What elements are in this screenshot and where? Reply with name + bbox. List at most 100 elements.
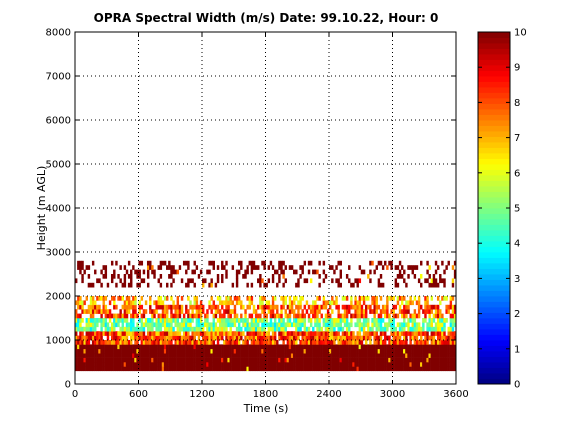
heatmap-cell — [250, 282, 254, 288]
heatmap-cell — [373, 362, 376, 367]
heatmap-cell — [432, 313, 436, 319]
heatmap-cell — [237, 300, 241, 306]
heatmap-cell — [303, 278, 307, 284]
heatmap-cell — [94, 362, 97, 367]
heatmap-cell — [341, 357, 345, 363]
heatmap-cell — [439, 326, 442, 332]
heatmap-cell — [415, 353, 419, 358]
heatmap-cell — [119, 357, 122, 363]
heatmap-cell — [79, 357, 82, 363]
heatmap-cell — [75, 278, 78, 284]
heatmap-cell — [176, 304, 180, 310]
heatmap-cell — [185, 335, 188, 341]
heatmap-cell — [386, 300, 389, 306]
heatmap-cell — [98, 331, 101, 336]
heatmap-cell — [163, 366, 167, 372]
heatmap-cell — [210, 296, 213, 301]
heatmap-cell — [369, 340, 372, 345]
heatmap-cell — [331, 353, 334, 358]
colorbar-strip — [478, 323, 510, 330]
heatmap-cell — [343, 335, 347, 341]
heatmap-cell — [269, 313, 273, 319]
heatmap-cell — [172, 331, 175, 336]
heatmap-cell — [259, 274, 262, 279]
heatmap-cell — [413, 357, 417, 363]
heatmap-cell — [161, 309, 165, 314]
heatmap-cell — [312, 340, 315, 345]
heatmap-cell — [229, 300, 232, 306]
heatmap-cell — [146, 331, 150, 336]
heatmap-cell — [223, 366, 226, 372]
heatmap-cell — [352, 366, 355, 372]
heatmap-cell — [134, 335, 137, 341]
heatmap-cell — [265, 282, 268, 288]
heatmap-cell — [229, 309, 232, 314]
heatmap-cell — [400, 357, 404, 363]
heatmap-cell — [358, 313, 362, 319]
heatmap-cell — [91, 313, 95, 319]
heatmap-cell — [146, 340, 150, 345]
heatmap-cell — [345, 344, 349, 350]
heatmap-cell — [96, 331, 99, 336]
heatmap-cell — [94, 366, 97, 372]
heatmap-cell — [436, 344, 440, 350]
heatmap-cell — [85, 331, 88, 336]
heatmap-cell — [288, 318, 292, 323]
heatmap-cell — [151, 366, 154, 372]
plot-area: 0 600 1200 1800 2400 3000 3600 010002000300040… — [46, 28, 469, 401]
heatmap-cell — [229, 313, 232, 319]
heatmap-cell — [191, 313, 194, 319]
heatmap-cell — [138, 309, 141, 314]
heatmap-cell — [155, 331, 158, 336]
heatmap-cell — [293, 313, 296, 319]
heatmap-cell — [343, 366, 347, 372]
heatmap-cell — [96, 278, 99, 284]
heatmap-cell — [273, 353, 277, 358]
heatmap-cell — [303, 362, 307, 367]
colorbar-strip — [478, 120, 510, 126]
heatmap-cell — [127, 322, 131, 328]
heatmap-cell — [367, 353, 370, 358]
heatmap-cell — [163, 340, 167, 345]
heatmap-cell — [242, 304, 245, 310]
heatmap-cell — [261, 348, 264, 354]
heatmap-cell — [331, 335, 334, 341]
heatmap-cell — [199, 353, 203, 358]
heatmap-cell — [320, 304, 323, 310]
heatmap-cell — [453, 344, 457, 350]
heatmap-cell — [172, 348, 175, 354]
heatmap-cell — [163, 331, 167, 336]
heatmap-cell — [411, 300, 414, 306]
heatmap-cell — [151, 269, 154, 275]
heatmap-cell — [216, 353, 220, 358]
heatmap-cell — [377, 366, 381, 372]
heatmap-cell — [91, 300, 95, 306]
heatmap-cell — [81, 260, 84, 266]
heatmap-cell — [121, 313, 124, 319]
heatmap-cell — [246, 304, 249, 310]
heatmap-cell — [225, 322, 228, 328]
heatmap-cell — [170, 269, 173, 275]
heatmap-cell — [415, 326, 419, 332]
heatmap-cell — [341, 366, 345, 372]
heatmap-cell — [259, 357, 262, 363]
heatmap-cell — [252, 353, 256, 358]
heatmap-cell — [354, 348, 357, 354]
heatmap-cell — [87, 304, 91, 310]
heatmap-cell — [159, 318, 163, 323]
heatmap-cell — [415, 344, 419, 350]
heatmap-cell — [163, 304, 167, 310]
heatmap-cell — [316, 331, 319, 336]
heatmap-cell — [261, 309, 264, 314]
heatmap-cell — [79, 362, 82, 367]
heatmap-cell — [204, 353, 207, 358]
heatmap-cell — [417, 304, 421, 310]
heatmap-cell — [110, 366, 114, 372]
heatmap-cell — [278, 274, 281, 279]
heatmap-cell — [153, 348, 156, 354]
heatmap-cell — [218, 318, 222, 323]
heatmap-cell — [231, 353, 235, 358]
colorbar-strip — [478, 180, 510, 187]
heatmap-cell — [102, 340, 105, 345]
